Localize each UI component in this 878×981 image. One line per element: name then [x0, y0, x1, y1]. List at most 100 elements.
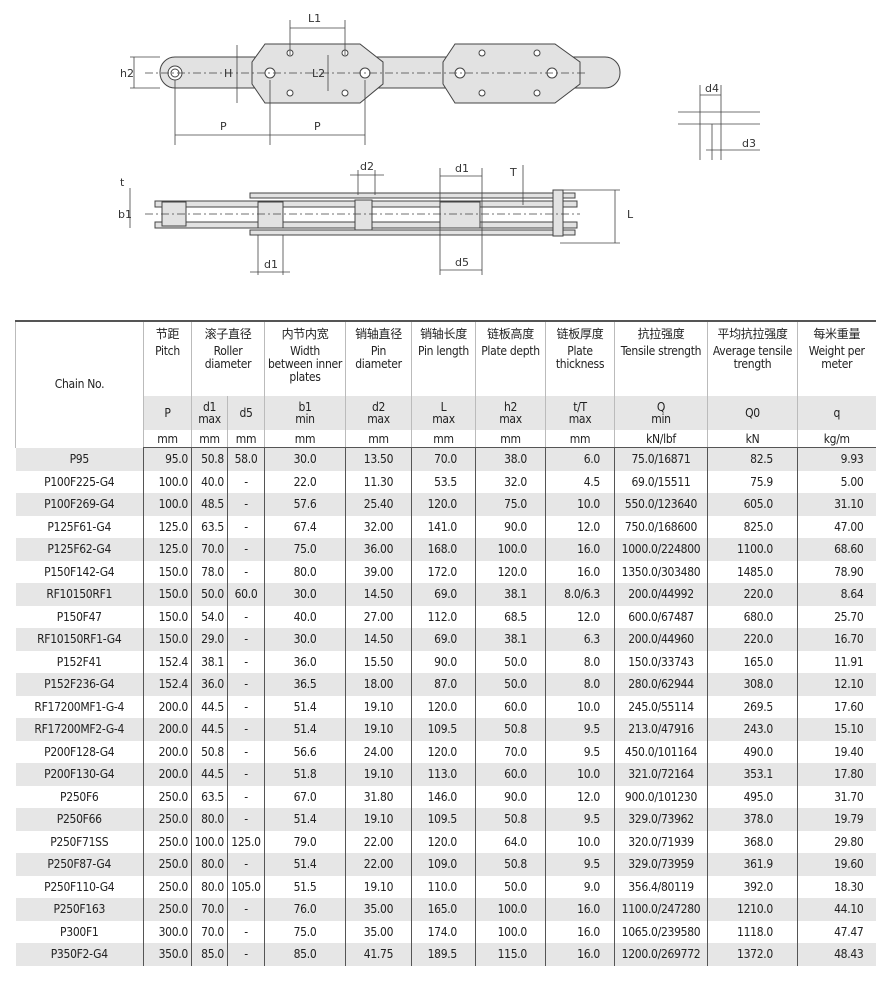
dim-label-P: P: [314, 120, 321, 133]
header-en: Plate depth: [481, 344, 540, 358]
header-unit: mm: [264, 430, 346, 448]
symbol: h2: [503, 400, 518, 414]
value-cell: 78.90: [797, 560, 876, 583]
value-cell: 600.0/67487: [614, 605, 708, 628]
value-cell: 80.0: [191, 875, 228, 898]
value-cell: 321.0/72164: [614, 763, 708, 786]
value-cell: 250.0: [143, 853, 192, 876]
value-cell: 10.0: [545, 830, 615, 853]
value-cell: 36.00: [345, 538, 412, 561]
value-cell: 44.10: [797, 898, 876, 921]
value-cell: 85.0: [191, 943, 228, 966]
value-cell: 100.0: [475, 538, 546, 561]
value-cell: 4.5: [545, 470, 615, 493]
value-cell: -: [227, 763, 265, 786]
value-cell: 120.0: [411, 830, 476, 853]
value-cell: 200.0: [143, 718, 192, 741]
value-cell: 41.75: [345, 943, 412, 966]
header-10: 每米重量 Weight per meter: [797, 321, 876, 396]
value-cell: 125.0: [227, 830, 265, 853]
value-cell: 220.0: [707, 628, 798, 651]
header-symbol: d5: [227, 396, 265, 430]
value-cell: 38.1: [475, 628, 546, 651]
value-cell: 63.5: [191, 515, 228, 538]
value-cell: 1200.0/269772: [614, 943, 708, 966]
chain-no-cell: P95: [15, 447, 144, 471]
value-cell: 31.10: [797, 493, 876, 516]
dim-label-d4: d4: [705, 82, 719, 95]
value-cell: 51.4: [264, 695, 346, 718]
header-unit: mm: [411, 430, 476, 448]
value-cell: 356.4/80119: [614, 875, 708, 898]
value-cell: 308.0: [707, 673, 798, 696]
value-cell: 150.0: [143, 583, 192, 606]
chain-no-cell: RF17200MF1-G-4: [34, 699, 125, 714]
value-cell: 269.5: [707, 695, 798, 718]
header-0: 节距 Pitch: [143, 321, 192, 396]
value-cell: 1350.0/303480: [614, 560, 708, 583]
chain-no-cell: P300F1: [60, 924, 99, 939]
value-cell: 90.0: [475, 785, 546, 808]
symbol: t/T: [573, 400, 587, 414]
header-symbol: t/T max: [545, 396, 615, 430]
value-cell: 90.0: [475, 515, 546, 538]
value-cell: 5.00: [797, 470, 876, 493]
value-cell: 213.0/47916: [614, 718, 708, 741]
value-cell: 70.0: [191, 920, 228, 943]
header-symbol: h2 max: [475, 396, 546, 430]
value-cell: -: [227, 470, 265, 493]
header-symbol: P: [143, 396, 192, 430]
header-cn: 链板厚度: [556, 327, 604, 341]
value-cell: 44.5: [191, 695, 228, 718]
symbol: d5: [239, 406, 253, 420]
value-cell: 141.0: [411, 515, 476, 538]
value-cell: 109.5: [411, 718, 476, 741]
value-cell: 8.0/6.3: [545, 583, 615, 606]
value-cell: 150.0: [143, 605, 192, 628]
value-cell: 31.80: [345, 785, 412, 808]
value-cell: 19.10: [345, 763, 412, 786]
chain-no-cell: P125F61-G4: [47, 519, 112, 534]
header-cn: 节距: [155, 327, 180, 341]
value-cell: 150.0: [143, 628, 192, 651]
value-cell: 51.5: [264, 875, 346, 898]
dim-label-H: H: [224, 67, 232, 80]
value-cell: 6.3: [545, 628, 615, 651]
value-cell: 8.64: [797, 583, 876, 606]
dim-label-d3: d3: [742, 137, 756, 150]
header-9: 平均抗拉强度 Average tensile trength: [707, 321, 798, 396]
value-cell: -: [227, 718, 265, 741]
header-unit: mm: [191, 430, 228, 448]
value-cell: 150.0: [143, 560, 192, 583]
value-cell: 10.0: [545, 493, 615, 516]
table-row: P250F6 250.0 63.5-67.0 31.80 146.0 90.0 12.0 90…: [16, 785, 876, 808]
value-cell: 19.79: [797, 808, 876, 831]
value-cell: 300.0: [143, 920, 192, 943]
value-cell: 250.0: [143, 830, 192, 853]
value-cell: 900.0/101230: [614, 785, 708, 808]
value-cell: 1100.0: [707, 538, 798, 561]
value-cell: 69.0: [411, 583, 476, 606]
value-cell: 85.0: [264, 943, 346, 966]
value-cell: 78.0: [191, 560, 228, 583]
value-cell: 75.0: [475, 493, 546, 516]
header-chain-no: Chain No.: [15, 321, 144, 448]
dim-label-d1: d1: [264, 258, 278, 271]
header-en: Average tensile trength: [712, 344, 793, 371]
header-en: Width between inner plates: [268, 344, 342, 384]
value-cell: 605.0: [707, 493, 798, 516]
header-3: 内节内宽 Width between inner plates: [264, 321, 346, 396]
value-cell: 90.0: [411, 650, 476, 673]
value-cell: 120.0: [411, 740, 476, 763]
value-cell: 36.5: [264, 673, 346, 696]
value-cell: 56.6: [264, 740, 346, 763]
value-cell: 350.0: [143, 943, 192, 966]
value-cell: 165.0: [411, 898, 476, 921]
table-row: P250F87-G4 250.0 80.0-51.4 22.00 109.0 50.8 9.…: [15, 853, 876, 876]
header-5: 销轴长度 Pin length: [411, 321, 476, 396]
value-cell: 1065.0/239580: [614, 920, 708, 943]
chain-no-cell: RF10150RF1-G4: [15, 628, 144, 651]
value-cell: 490.0: [707, 740, 798, 763]
